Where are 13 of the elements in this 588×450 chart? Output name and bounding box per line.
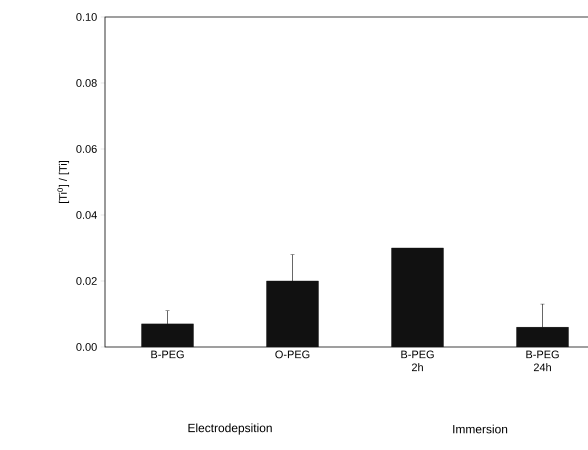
- x-tick-label: B-PEG 24h: [526, 350, 559, 372]
- text: Immersion: [453, 424, 508, 434]
- y-tick-label: 0.02: [76, 277, 97, 285]
- x-tick-label: B-PEG 2h: [401, 350, 434, 372]
- y-axis-title: [Ti$^{0}$] / [Ti]: [57, 161, 70, 203]
- y-tick-label: 0.00: [76, 343, 97, 351]
- x-tick-label: B-PEG: [151, 350, 184, 358]
- y-tick-label: 0.04: [76, 211, 97, 219]
- y-tick-label: 0.06: [76, 145, 97, 153]
- y-tick-label: 0.08: [76, 79, 97, 87]
- text: Electrodepsition: [188, 423, 272, 435]
- x-tick-label: O-PEG: [275, 350, 310, 358]
- y-tick-label: 0.10: [76, 13, 97, 21]
